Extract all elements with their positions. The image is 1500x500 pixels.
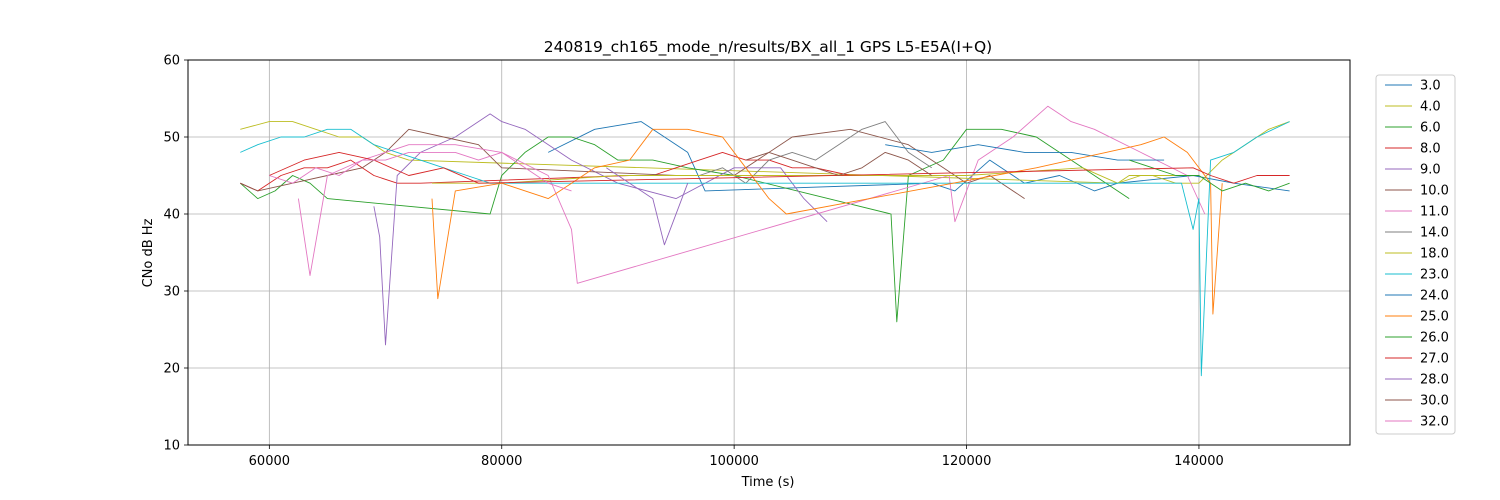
series-line-11-0 xyxy=(297,105,1206,284)
y-tick-label: 20 xyxy=(163,362,180,377)
y-tick-label: 50 xyxy=(163,131,180,146)
y-tick-label: 60 xyxy=(163,54,180,69)
legend-item: 3.0 xyxy=(1385,79,1441,94)
legend-label: 8.0 xyxy=(1420,142,1441,157)
legend-item: 27.0 xyxy=(1385,352,1449,367)
legend-label: 14.0 xyxy=(1420,226,1449,241)
series-line-32-0 xyxy=(269,151,572,192)
series-line-24-0 xyxy=(885,144,1165,161)
y-tick-label: 30 xyxy=(163,285,180,300)
legend-item: 23.0 xyxy=(1385,268,1449,283)
legend-label: 30.0 xyxy=(1420,394,1449,409)
legend-item: 26.0 xyxy=(1385,331,1449,346)
legend-item: 25.0 xyxy=(1385,310,1449,325)
series-line-27-0 xyxy=(269,151,1290,184)
legend-item: 28.0 xyxy=(1385,373,1449,388)
series-line-23-0 xyxy=(240,121,1290,377)
legend-item: 30.0 xyxy=(1385,394,1449,409)
legend-frame xyxy=(1375,74,1456,435)
legend-label: 18.0 xyxy=(1420,247,1449,262)
x-tick-label: 100000 xyxy=(709,454,759,469)
legend-label: 3.0 xyxy=(1420,79,1441,94)
legend: 3.0 4.0 6.0 8.0 9.0 10.0 11.0 14.0 18.0 23.0 24.0 2… xyxy=(1375,74,1456,435)
legend-item: 14.0 xyxy=(1385,226,1449,241)
y-axis-ticks: 10 20 30 40 50 60 xyxy=(163,54,188,454)
series-line-26-0 xyxy=(1129,159,1290,192)
legend-item: 4.0 xyxy=(1385,100,1441,115)
series-lines xyxy=(240,105,1290,377)
plot-area-frame xyxy=(187,59,1351,446)
legend-label: 24.0 xyxy=(1420,289,1449,304)
x-tick-label: 80000 xyxy=(481,454,522,469)
legend-label: 9.0 xyxy=(1420,163,1441,178)
x-axis-ticks: 60000 80000 100000 120000 140000 xyxy=(249,445,1224,469)
legend-label: 32.0 xyxy=(1420,415,1449,430)
series-line-3-0 xyxy=(547,121,1290,192)
legend-label: 28.0 xyxy=(1420,373,1449,388)
y-tick-label: 10 xyxy=(163,439,180,454)
series-line-30-0 xyxy=(745,151,932,176)
legend-label: 27.0 xyxy=(1420,352,1449,367)
series-line-18-0 xyxy=(432,167,1176,184)
series-line-9-0 xyxy=(373,113,828,346)
x-axis-label: Time (s) xyxy=(741,475,795,490)
legend-item: 8.0 xyxy=(1385,142,1441,157)
legend-item: 6.0 xyxy=(1385,121,1441,136)
series-line-14-0 xyxy=(699,121,932,184)
legend-label: 23.0 xyxy=(1420,268,1449,283)
series-line-25-0 xyxy=(431,128,1223,315)
legend-label: 6.0 xyxy=(1420,121,1441,136)
y-axis-label: CNo dB Hz xyxy=(141,218,156,287)
x-tick-label: 120000 xyxy=(942,454,992,469)
legend-label: 11.0 xyxy=(1420,205,1449,220)
legend-label: 4.0 xyxy=(1420,100,1441,115)
legend-label: 10.0 xyxy=(1420,184,1449,199)
x-tick-label: 60000 xyxy=(249,454,290,469)
legend-item: 24.0 xyxy=(1385,289,1449,304)
x-tick-label: 140000 xyxy=(1174,454,1224,469)
chart-title: 240819_ch165_mode_n/results/BX_all_1 GPS… xyxy=(544,38,992,57)
y-tick-label: 40 xyxy=(163,208,180,223)
legend-item: 10.0 xyxy=(1385,184,1449,199)
legend-item: 18.0 xyxy=(1385,247,1449,262)
legend-label: 26.0 xyxy=(1420,331,1449,346)
legend-label: 25.0 xyxy=(1420,310,1449,325)
legend-item: 9.0 xyxy=(1385,163,1441,178)
series-line-28-0 xyxy=(606,167,689,246)
legend-item: 32.0 xyxy=(1385,415,1449,430)
legend-item: 11.0 xyxy=(1385,205,1449,220)
series-line-6-0 xyxy=(240,128,1130,323)
